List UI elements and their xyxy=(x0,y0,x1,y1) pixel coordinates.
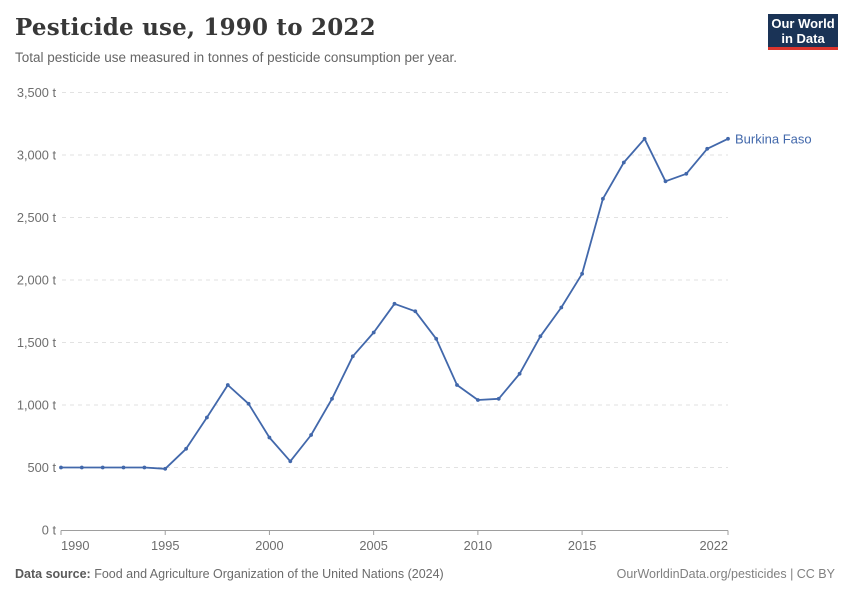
y-axis-tick-label: 2,000 t xyxy=(17,273,57,288)
data-point[interactable] xyxy=(413,309,418,314)
data-point[interactable] xyxy=(642,136,647,141)
data-point[interactable] xyxy=(330,396,334,401)
data-point[interactable] xyxy=(496,396,501,401)
data-point[interactable] xyxy=(100,465,105,470)
data-point[interactable] xyxy=(121,465,126,470)
data-point[interactable] xyxy=(517,371,522,376)
data-point[interactable] xyxy=(163,466,168,471)
chart-title: Pesticide use, 1990 to 2022 xyxy=(15,14,376,41)
x-axis-tick-label: 2015 xyxy=(568,538,596,553)
y-axis-tick-label: 2,500 t xyxy=(17,210,57,225)
credit-link: OurWorldinData.org/pesticides | CC BY xyxy=(616,567,835,581)
data-point[interactable] xyxy=(288,459,293,464)
chart-header: Pesticide use, 1990 to 2022 Total pestic… xyxy=(15,14,755,66)
data-point[interactable] xyxy=(184,446,189,451)
data-point[interactable] xyxy=(246,401,251,406)
y-axis-tick-label: 0 t xyxy=(42,523,57,538)
data-point[interactable] xyxy=(142,465,147,470)
y-axis-tick-label: 1,500 t xyxy=(17,335,57,350)
data-point[interactable] xyxy=(705,146,710,151)
y-axis-tick-label: 3,500 t xyxy=(17,85,57,100)
data-point[interactable] xyxy=(559,305,564,310)
data-source-note: Data source: Food and Agriculture Organi… xyxy=(15,567,444,581)
chart-subtitle: Total pesticide use measured in tonnes o… xyxy=(15,49,458,65)
owid-logo[interactable]: Our World in Data xyxy=(768,14,838,50)
data-point[interactable] xyxy=(601,196,605,201)
data-point[interactable] xyxy=(580,271,584,276)
data-source-label: Data source: xyxy=(15,567,91,581)
data-point[interactable] xyxy=(225,383,230,387)
data-point[interactable] xyxy=(621,160,626,165)
x-axis-tick-label: 2010 xyxy=(464,538,492,553)
x-axis-tick-label: 2022 xyxy=(700,538,728,553)
owid-logo-line1: Our World xyxy=(771,15,835,31)
y-axis-tick-label: 3,000 t xyxy=(17,148,57,163)
data-point[interactable] xyxy=(59,465,63,470)
data-point[interactable] xyxy=(350,354,355,359)
y-axis-tick-label: 1,000 t xyxy=(17,398,57,413)
data-point[interactable] xyxy=(79,465,84,470)
data-source-text: Food and Agriculture Organization of the… xyxy=(90,567,444,581)
x-axis-tick-label: 1990 xyxy=(61,538,89,553)
x-axis-tick-label: 2000 xyxy=(255,538,283,553)
x-axis-tick-label: 2005 xyxy=(359,538,387,553)
data-point[interactable] xyxy=(455,383,459,387)
data-point[interactable] xyxy=(267,435,272,440)
x-axis-tick-label: 1995 xyxy=(151,538,179,553)
data-point[interactable] xyxy=(726,136,730,141)
owid-logo-line2: in Data xyxy=(781,30,825,46)
data-point[interactable] xyxy=(309,433,313,437)
data-point[interactable] xyxy=(371,330,376,335)
data-point[interactable] xyxy=(476,398,480,402)
data-point[interactable] xyxy=(392,301,397,306)
data-point[interactable] xyxy=(663,179,668,184)
data-point[interactable] xyxy=(205,415,209,420)
data-point[interactable] xyxy=(434,336,439,341)
data-point[interactable] xyxy=(684,171,689,176)
data-point[interactable] xyxy=(538,334,543,339)
y-axis-tick-label: 500 t xyxy=(28,460,57,475)
chart-footer: Data source: Food and Agriculture Organi… xyxy=(15,567,835,581)
entity-label-burkina-faso[interactable]: Burkina Faso xyxy=(735,131,812,146)
